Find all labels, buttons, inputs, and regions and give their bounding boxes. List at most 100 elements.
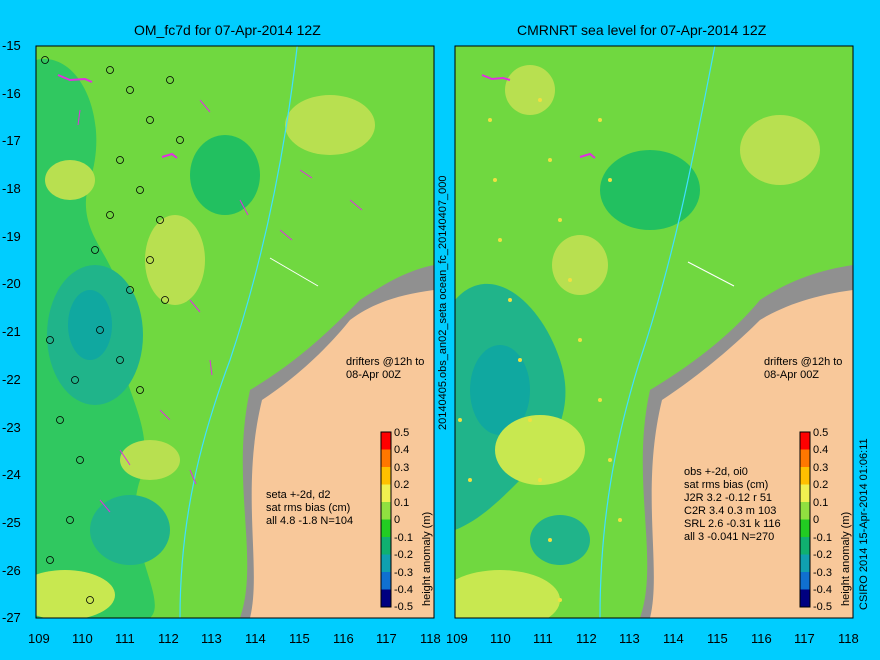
cbar-tick: 0.2 [813, 479, 829, 491]
left-stats: seta +-2d, d2 sat rms bias (cm) all 4.8 … [266, 489, 353, 528]
right-trough-core [470, 345, 530, 435]
x-tick: 116 [751, 631, 772, 646]
y-tick: -15 [2, 38, 21, 53]
y-tick: -26 [2, 563, 21, 578]
right-stats-line: all 3 -0.041 N=270 [684, 531, 775, 543]
left-obs-markers [41, 56, 184, 604]
left-drifter-note: drifters @12h to 08-Apr 00Z [346, 356, 424, 382]
cbar-tick: 0.3 [813, 462, 829, 474]
cbar-tick: -0.2 [813, 549, 832, 561]
cbar-tick: -0.3 [394, 567, 413, 579]
left-colorbar-label: height anomaly (m) [421, 511, 433, 606]
y-tick: -16 [2, 86, 21, 101]
cbar-tick: 0.4 [813, 444, 829, 456]
cbar-tick: -0.1 [813, 532, 832, 544]
left-trough-south [90, 495, 170, 565]
y-tick: -17 [2, 133, 21, 148]
left-high-2 [285, 95, 375, 155]
x-tick: 115 [289, 631, 310, 646]
x-tick: 117 [376, 631, 397, 646]
x-tick: 112 [576, 631, 597, 646]
right-low-center [600, 150, 700, 230]
x-tick: 112 [158, 631, 179, 646]
x-tick: 115 [707, 631, 728, 646]
right-high-5 [505, 65, 555, 115]
cbar-tick: 0.1 [813, 497, 829, 509]
right-drifter-note: drifters @12h to 08-Apr 00Z [764, 356, 842, 382]
y-tick: -27 [2, 610, 21, 625]
cbar-tick: -0.1 [394, 532, 413, 544]
x-tick: 118 [838, 631, 859, 646]
cbar-tick: 0.5 [394, 427, 410, 439]
right-map-frame [454, 45, 854, 619]
right-map-title: CMRNRT sea level for 07-Apr-2014 12Z [517, 22, 767, 38]
x-tick: 113 [619, 631, 640, 646]
left-stats-line: all 4.8 -1.8 N=104 [266, 515, 354, 527]
y-tick: -23 [2, 420, 21, 435]
left-map-title: OM_fc7d for 07-Apr-2014 12Z [134, 22, 321, 38]
right-map [455, 46, 853, 618]
x-tick: 110 [490, 631, 511, 646]
x-tick: 113 [201, 631, 222, 646]
right-obs-dots [458, 98, 622, 602]
y-tick: -19 [2, 229, 21, 244]
cbar-tick: -0.5 [813, 601, 832, 613]
x-tick: 118 [420, 631, 441, 646]
cbar-tick: 0 [813, 514, 820, 526]
right-stats-line: SRL 2.6 -0.31 k 116 [684, 518, 781, 530]
left-high-4 [36, 570, 115, 618]
x-tick: 114 [245, 631, 266, 646]
y-tick: -20 [2, 276, 21, 291]
x-tick: 114 [663, 631, 684, 646]
right-current-line [599, 46, 716, 618]
cbar-tick: -0.2 [394, 549, 413, 561]
right-stats-line: sat rms bias (cm) [684, 479, 769, 491]
right-high-1 [740, 115, 820, 185]
left-colorbar-swatches [380, 431, 392, 608]
right-trough-south [530, 515, 590, 565]
y-tick: -22 [2, 372, 21, 387]
right-colorbar-label: height anomaly (m) [840, 511, 852, 606]
cbar-tick: -0.4 [394, 584, 413, 596]
left-low-center [190, 135, 260, 215]
cbar-tick: 0.1 [394, 497, 410, 509]
x-tick: 116 [333, 631, 354, 646]
left-drifter-note-line: 08-Apr 00Z [346, 369, 402, 381]
left-drifters [57, 74, 363, 513]
cbar-tick: -0.4 [813, 584, 832, 596]
x-tick: 110 [72, 631, 93, 646]
x-tick: 111 [533, 631, 553, 646]
right-track-line [687, 261, 735, 287]
right-drifter-note-line: 08-Apr 00Z [764, 369, 820, 381]
left-high-5 [120, 440, 180, 480]
right-stats-line: J2R 3.2 -0.12 r 51 [684, 492, 773, 504]
credit-label: CSIRO 2014 15-Apr-2014 01:06:11 [858, 438, 870, 610]
cbar-tick: 0 [394, 514, 401, 526]
x-tick: 117 [794, 631, 815, 646]
cbar-tick: 0.3 [394, 462, 410, 474]
right-stats-line: C2R 3.4 0.3 m 103 [684, 505, 777, 517]
x-tick: 109 [446, 631, 468, 646]
left-trough-core [68, 290, 112, 360]
left-map [36, 46, 434, 618]
cbar-tick: -0.5 [394, 601, 413, 613]
left-high-3 [45, 160, 95, 200]
right-drifters [481, 74, 596, 159]
right-stats: obs +-2d, oi0 sat rms bias (cm) J2R 3.2 … [684, 466, 781, 544]
right-drifter-note-line: drifters @12h to [764, 356, 843, 368]
x-tick: 109 [28, 631, 50, 646]
cbar-tick: 0.4 [394, 444, 410, 456]
right-high-2 [552, 235, 608, 295]
left-map-frame [35, 45, 435, 619]
left-drifter-note-line: drifters @12h to [346, 356, 425, 368]
right-colorbar-swatches [799, 431, 811, 608]
left-track-line [269, 257, 319, 287]
right-stats-line: obs +-2d, oi0 [684, 466, 748, 478]
cbar-tick: 0.5 [813, 427, 829, 439]
right-high-3 [495, 415, 585, 485]
left-stats-line: sat rms bias (cm) [266, 502, 351, 514]
y-tick: -24 [2, 467, 21, 482]
left-current-line [179, 46, 298, 618]
y-tick: -25 [2, 515, 21, 530]
